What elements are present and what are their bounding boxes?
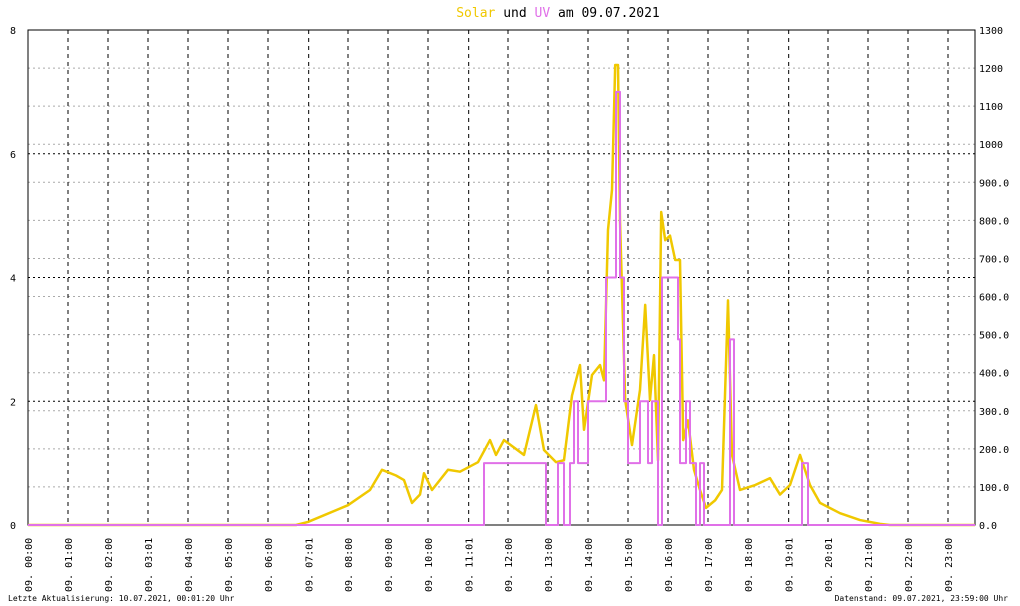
y2-tick-label: 300.0: [979, 407, 1009, 418]
x-tick-label: 09. 03:01: [144, 538, 155, 592]
x-tick-label: 09. 09:00: [384, 538, 395, 592]
x-tick-label: 09. 16:00: [664, 538, 675, 592]
y-tick-label: 0: [10, 521, 16, 532]
x-tick-label: 09. 23:00: [944, 538, 955, 592]
x-tick-label: 09. 00:00: [24, 538, 35, 592]
x-tick-label: 09. 15:00: [624, 538, 635, 592]
x-tick-label: 09. 20:01: [824, 538, 835, 592]
y2-tick-label: 600.0: [979, 293, 1009, 304]
y2-tick-label: 100.0: [979, 483, 1009, 494]
x-tick-label: 09. 19:01: [785, 538, 796, 592]
y-tick-label: 4: [10, 274, 16, 285]
x-tick-label: 09. 10:00: [424, 538, 435, 592]
x-tick-label: 09. 07:01: [305, 538, 316, 592]
footer-datenstand: Datenstand: 09.07.2021, 23:59:00 Uhr: [835, 594, 1009, 603]
series-line: [28, 63, 975, 527]
x-tick-label: 09. 21:00: [864, 538, 875, 592]
x-tick-label: 09. 05:00: [224, 538, 235, 592]
y2-tick-label: 200.0: [979, 445, 1009, 456]
x-tick-label: 09. 12:00: [504, 538, 515, 592]
y2-tick-label: 700.0: [979, 254, 1009, 265]
x-tick-label: 09. 13:00: [544, 538, 555, 592]
y2-tick-label: 500.0: [979, 331, 1009, 342]
y2-tick-label: 1200: [979, 64, 1003, 75]
title-uv: UV: [535, 6, 551, 21]
x-tick-label: 09. 06:00: [264, 538, 275, 592]
series-line: [28, 90, 975, 526]
x-tick-label: 09. 01:00: [64, 538, 75, 592]
y2-tick-label: 900.0: [979, 178, 1009, 189]
y-tick-label: 2: [10, 397, 16, 408]
x-tick-label: 09. 11:01: [465, 538, 476, 592]
y2-tick-label: 1300: [979, 26, 1003, 37]
y2-tick-label: 0.0: [979, 521, 997, 532]
x-tick-label: 09. 04:00: [184, 538, 195, 592]
x-tick-label: 09. 22:00: [904, 538, 915, 592]
title-solar: Solar: [456, 6, 495, 21]
x-tick-label: 09. 18:00: [744, 538, 755, 592]
x-tick-label: 09. 14:00: [584, 538, 595, 592]
x-tick-label: 09. 02:00: [104, 538, 115, 592]
y2-tick-label: 1100: [979, 102, 1003, 113]
footer-update: Letzte Aktualisierung: 10.07.2021, 00:01…: [8, 594, 235, 603]
y2-tick-label: 1000: [979, 140, 1003, 151]
y-tick-label: 6: [10, 150, 16, 161]
title-word: und: [503, 6, 526, 21]
title-date: am 09.07.2021: [558, 6, 660, 21]
y2-tick-label: 400.0: [979, 369, 1009, 380]
x-tick-label: 09. 17:00: [704, 538, 715, 592]
y2-tick-label: 800.0: [979, 216, 1009, 227]
chart-title: Solar und UV am 09.07.2021: [456, 6, 660, 21]
x-tick-label: 09. 08:00: [344, 538, 355, 592]
y-tick-label: 8: [10, 26, 16, 37]
plot-frame: [27, 29, 976, 526]
